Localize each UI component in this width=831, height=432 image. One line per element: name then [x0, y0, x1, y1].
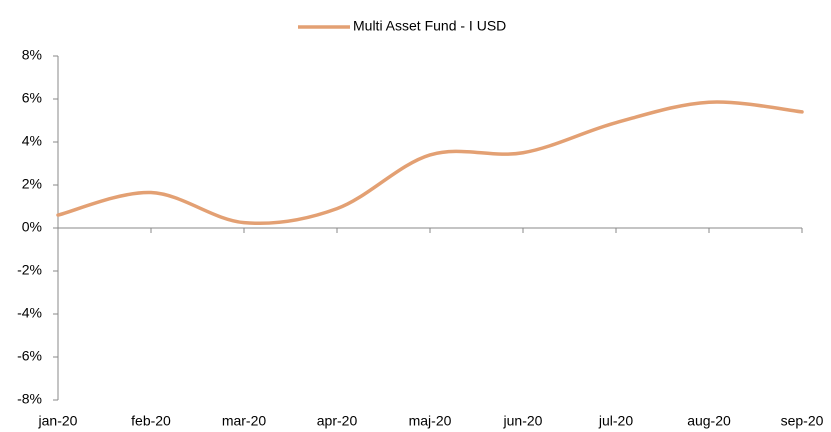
x-tick-label: mar-20: [222, 413, 267, 429]
x-tick-label: maj-20: [409, 413, 452, 429]
x-tick-label: apr-20: [317, 413, 358, 429]
y-tick-label: -6%: [17, 348, 42, 364]
x-tick-label: feb-20: [131, 413, 171, 429]
y-tick-label: 0%: [22, 219, 42, 235]
y-tick-label: 8%: [22, 47, 42, 63]
x-tick-label: aug-20: [687, 413, 731, 429]
legend-label: Multi Asset Fund - I USD: [353, 18, 506, 34]
x-tick-label: jun-20: [503, 413, 543, 429]
y-tick-label: 2%: [22, 176, 42, 192]
x-tick-label: jan-20: [38, 413, 78, 429]
y-tick-label: 6%: [22, 90, 42, 106]
x-tick-label: jul-20: [598, 413, 633, 429]
y-tick-label: 4%: [22, 133, 42, 149]
x-tick-label: sep-20: [781, 413, 824, 429]
y-tick-label: -8%: [17, 391, 42, 407]
y-tick-label: -4%: [17, 305, 42, 321]
series-line: [56, 100, 804, 226]
y-tick-label: -2%: [17, 262, 42, 278]
